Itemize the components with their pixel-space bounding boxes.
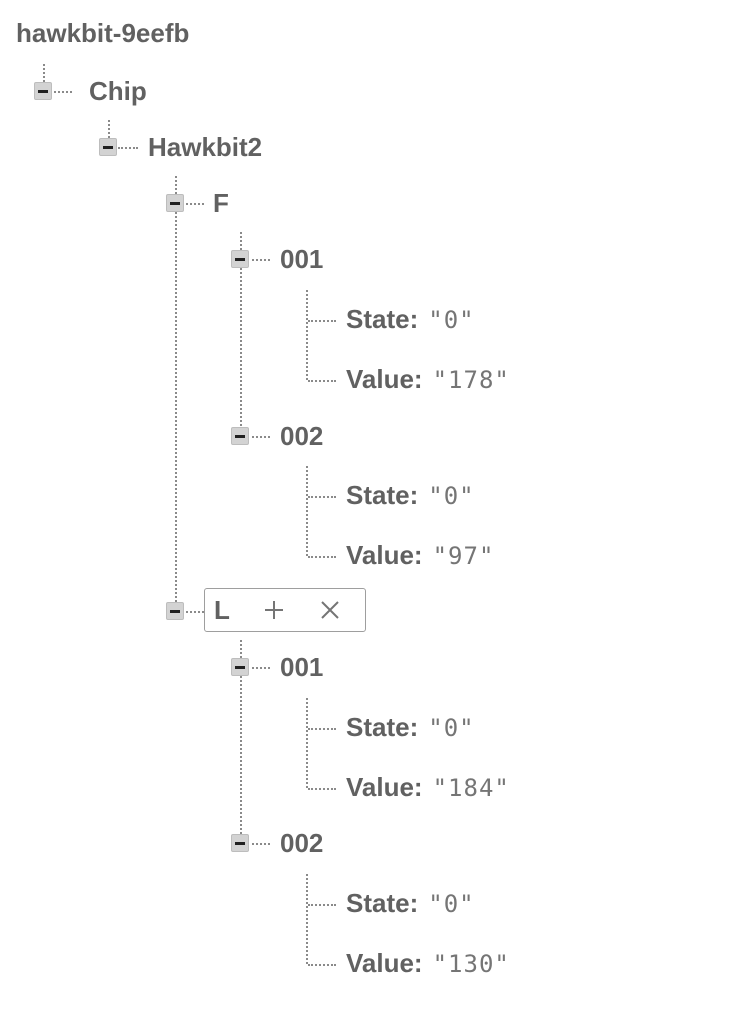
collapse-l-001-toggle[interactable]	[231, 658, 249, 676]
leaf-state[interactable]: State: "0"	[346, 302, 475, 341]
connector	[308, 320, 336, 322]
collapse-hawkbit2-toggle[interactable]	[99, 138, 117, 156]
node-f-002[interactable]: 002	[280, 421, 324, 451]
connector	[252, 259, 270, 261]
plus-icon[interactable]	[259, 592, 289, 628]
node-hawkbit2[interactable]: Hawkbit2	[148, 132, 263, 162]
leaf-state[interactable]: State: "0"	[346, 478, 475, 517]
leaf-value[interactable]: "184"	[432, 774, 510, 802]
connector	[252, 667, 270, 669]
node-f[interactable]: F	[213, 188, 229, 218]
node-chip[interactable]: Chip	[89, 76, 147, 106]
connector	[308, 496, 336, 498]
node-l-002[interactable]: 002	[280, 828, 324, 858]
close-icon[interactable]	[315, 592, 345, 628]
connector	[186, 203, 204, 205]
node-l[interactable]: L	[214, 595, 230, 625]
connector	[306, 698, 308, 788]
leaf-key: State:	[346, 480, 419, 510]
collapse-chip-toggle[interactable]	[34, 82, 52, 100]
connector	[308, 556, 336, 558]
leaf-value[interactable]: "178"	[432, 366, 510, 394]
connector	[175, 176, 177, 194]
node-l-001[interactable]: 001	[280, 652, 324, 682]
leaf-key: Value:	[346, 772, 423, 802]
leaf-value[interactable]: "0"	[428, 306, 475, 334]
leaf-key: Value:	[346, 540, 423, 570]
connector	[306, 290, 308, 380]
connector	[252, 436, 270, 438]
collapse-f-002-toggle[interactable]	[231, 427, 249, 445]
node-l-selected[interactable]: L	[204, 588, 366, 632]
connector	[118, 147, 138, 149]
leaf-value[interactable]: "0"	[428, 714, 475, 742]
connector	[252, 843, 270, 845]
leaf-key: Value:	[346, 948, 423, 978]
leaf-state[interactable]: State: "0"	[346, 886, 475, 925]
connector	[240, 640, 242, 834]
connector	[186, 611, 204, 613]
leaf-key: Value:	[346, 364, 423, 394]
leaf-key: State:	[346, 712, 419, 742]
connector	[308, 380, 336, 382]
leaf-value-row[interactable]: Value: "97"	[346, 538, 494, 577]
leaf-key: State:	[346, 888, 419, 918]
connector	[308, 728, 336, 730]
connector	[308, 904, 336, 906]
connector	[308, 788, 336, 790]
connector	[308, 964, 336, 966]
collapse-l-toggle[interactable]	[166, 602, 184, 620]
connector	[240, 232, 242, 426]
leaf-key: State:	[346, 304, 419, 334]
leaf-value[interactable]: "0"	[428, 890, 475, 918]
connector	[306, 874, 308, 964]
collapse-f-toggle[interactable]	[166, 194, 184, 212]
database-root-label[interactable]: hawkbit-9eefb	[16, 18, 190, 48]
leaf-value-row[interactable]: Value: "184"	[346, 770, 510, 809]
collapse-l-002-toggle[interactable]	[231, 834, 249, 852]
leaf-value[interactable]: "0"	[428, 482, 475, 510]
connector	[175, 212, 177, 602]
node-f-001[interactable]: 001	[280, 244, 324, 274]
connector	[43, 64, 45, 82]
leaf-state[interactable]: State: "0"	[346, 710, 475, 749]
collapse-f-001-toggle[interactable]	[231, 250, 249, 268]
connector	[306, 466, 308, 556]
connector	[54, 91, 72, 93]
connector	[108, 120, 110, 138]
leaf-value[interactable]: "97"	[432, 542, 495, 570]
leaf-value[interactable]: "130"	[432, 950, 510, 978]
leaf-value-row[interactable]: Value: "178"	[346, 362, 510, 401]
leaf-value-row[interactable]: Value: "130"	[346, 946, 510, 985]
